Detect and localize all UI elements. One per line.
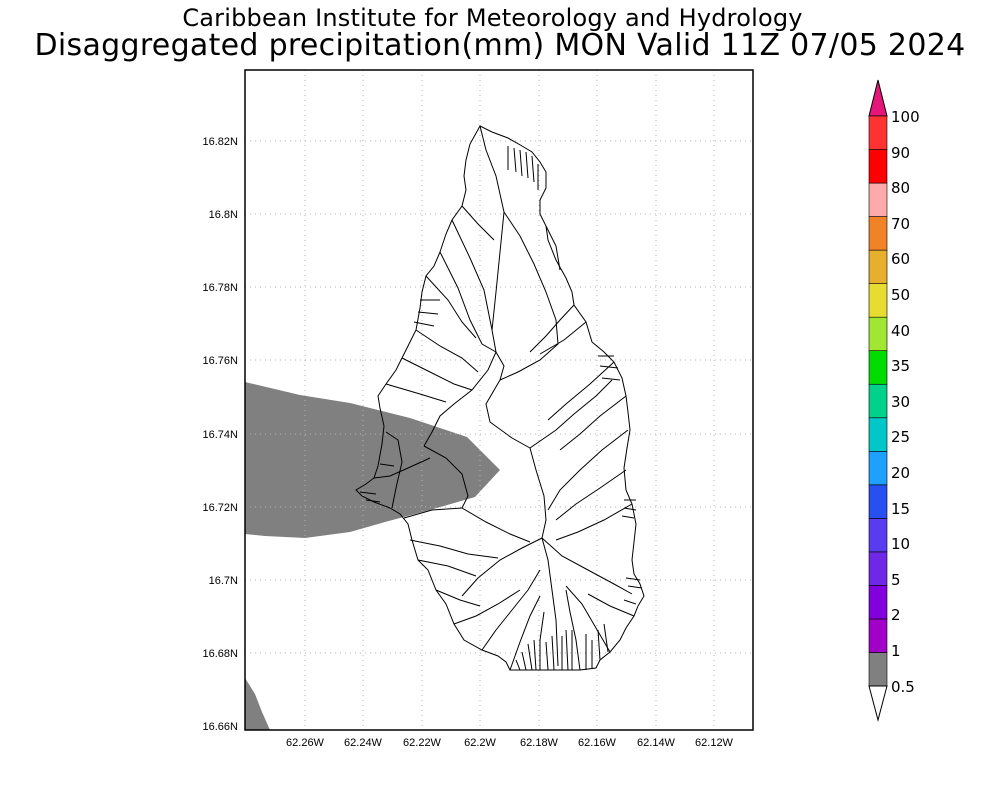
lon-tick-label: 62.18W <box>520 737 559 749</box>
map-title-product: Disaggregated precipitation(mm) MON Vali… <box>34 28 966 63</box>
colorbar-label: 30 <box>891 393 910 411</box>
colorbar-label: 15 <box>891 500 910 518</box>
colorbar-label: 50 <box>891 286 910 304</box>
lon-tick-label: 62.16W <box>578 737 617 749</box>
colorbar-label: 35 <box>891 357 910 375</box>
lat-tick-label: 16.68N <box>203 648 239 660</box>
colorbar-bottom-arrow <box>868 685 888 722</box>
colorbar-label: 25 <box>891 428 910 446</box>
colorbar-swatches <box>868 115 888 687</box>
colorbar-label: 20 <box>891 464 910 482</box>
colorbar-swatch <box>868 484 888 519</box>
colorbar-label: 60 <box>891 250 910 268</box>
lat-tick-label: 16.74N <box>203 429 239 441</box>
colorbar-swatch <box>868 182 888 217</box>
map-title-institute: Caribbean Institute for Meteorology and … <box>182 4 803 32</box>
lat-tick-label: 16.72N <box>203 502 239 514</box>
colorbar-swatch <box>868 249 888 284</box>
lat-tick-label: 16.78N <box>203 282 239 294</box>
lon-tick-label: 62.14W <box>637 737 676 749</box>
colorbar-label: 10 <box>891 535 910 553</box>
colorbar-label: 90 <box>891 144 910 162</box>
colorbar-label: 2 <box>891 606 901 624</box>
lon-tick-label: 62.2W <box>464 737 496 749</box>
map-gridlines <box>245 70 753 730</box>
lat-tick-label: 16.7N <box>209 575 238 587</box>
colorbar-label: 70 <box>891 215 910 233</box>
colorbar-swatch <box>868 216 888 251</box>
colorbar-label: 0.5 <box>891 678 915 696</box>
colorbar-swatch <box>868 518 888 553</box>
lon-tick-label: 62.22W <box>403 737 442 749</box>
map-frame <box>244 69 754 731</box>
colorbar-labels: 100 90 80 70 60 50 40 35 30 25 20 15 10 … <box>891 108 920 696</box>
colorbar-top-arrow <box>868 79 888 117</box>
colorbar-swatch <box>868 618 888 653</box>
colorbar-swatch <box>868 350 888 385</box>
latitude-axis: 16.82N 16.8N 16.78N 16.76N 16.74N 16.72N… <box>203 136 239 733</box>
colorbar-swatch <box>868 417 888 452</box>
precip-shade-southwest <box>245 678 270 730</box>
colorbar-swatch <box>868 115 888 150</box>
lon-tick-label: 62.24W <box>344 737 383 749</box>
colorbar-swatch <box>868 149 888 184</box>
colorbar-label: 5 <box>891 571 901 589</box>
colorbar-label: 80 <box>891 179 910 197</box>
lat-tick-label: 16.82N <box>203 136 239 148</box>
colorbar-swatch <box>868 585 888 620</box>
colorbar-swatch <box>868 652 888 687</box>
precip-shade-west <box>245 382 500 538</box>
colorbar-label: 1 <box>891 642 901 660</box>
longitude-axis: 62.26W 62.24W 62.22W 62.2W 62.18W 62.16W… <box>286 737 734 749</box>
colorbar-swatch <box>868 316 888 352</box>
colorbar-swatch <box>868 383 888 419</box>
lat-tick-label: 16.76N <box>203 355 239 367</box>
watershed-boundaries <box>373 125 635 671</box>
colorbar-label: 100 <box>891 108 920 126</box>
colorbar: 100 90 80 70 60 50 40 35 30 25 20 15 10 … <box>868 79 920 722</box>
lat-tick-label: 16.66N <box>203 721 239 733</box>
lon-tick-label: 62.12W <box>695 737 734 749</box>
coastal-catchments <box>359 146 643 671</box>
colorbar-swatch <box>868 283 888 318</box>
colorbar-label: 40 <box>891 322 910 340</box>
lat-tick-label: 16.8N <box>209 209 238 221</box>
colorbar-swatch <box>868 551 888 586</box>
colorbar-swatch <box>868 450 888 486</box>
lon-tick-label: 62.26W <box>286 737 325 749</box>
